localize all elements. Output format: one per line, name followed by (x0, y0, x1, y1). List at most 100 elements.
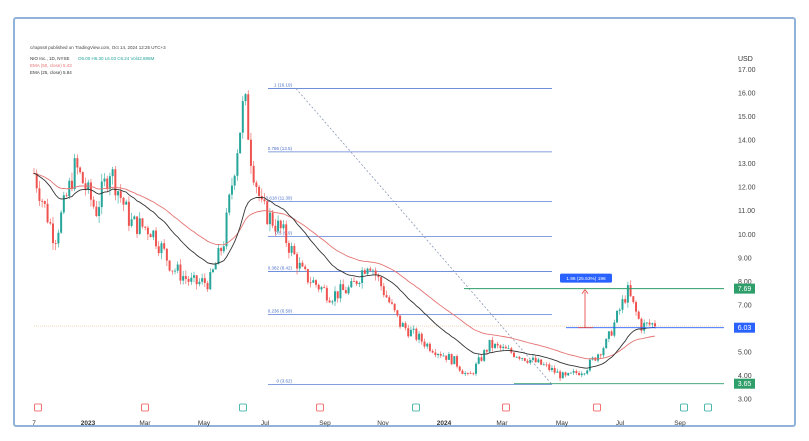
candle-body (447, 354, 450, 360)
candle-body (580, 373, 583, 376)
candle-body (309, 282, 312, 284)
y-tick-label: 10.00 (738, 232, 756, 239)
fib-level-label: 0 (3.62) (276, 378, 292, 383)
candle-body (266, 201, 269, 225)
candle-body (190, 277, 193, 282)
candle-body (236, 153, 239, 176)
fib-level-label: 1 (16.19) (274, 83, 293, 88)
earnings-event-icon (502, 403, 510, 412)
fibonacci-retracement: 1 (16.19) 0.786 (13.5) 0.618 (11.39) 0.5 (9… (34, 83, 724, 385)
candle-body (613, 322, 616, 336)
candle-body (127, 201, 130, 226)
candle-body (385, 295, 388, 298)
candle-body (84, 183, 87, 191)
price-tag-box (734, 322, 755, 333)
candle-body (529, 359, 532, 363)
candle-body (586, 370, 589, 374)
x-tick-label: Mar (496, 420, 508, 427)
price-range-measure: 1.96 (25.53%) 196 (464, 273, 724, 385)
candle-body (420, 333, 423, 342)
x-tick-label: Sep (319, 420, 331, 427)
candle-body (369, 268, 372, 271)
candle-body (645, 322, 648, 324)
candle-body (211, 269, 214, 273)
candle-body (409, 329, 412, 337)
candle-body (464, 373, 467, 375)
x-tick-label: Nov (377, 420, 389, 427)
candle-body (412, 328, 415, 330)
earnings-event-icon (680, 403, 688, 412)
candle-body (488, 339, 491, 352)
candle-body (290, 245, 293, 253)
price-tag-label: 3.65 (738, 381, 752, 388)
candle-body (396, 310, 399, 316)
ema25-line (33, 172, 656, 369)
publisher-text: c/rapss8 published on TradingView.com, O… (30, 45, 166, 50)
price-tag-label: 7.69 (738, 286, 752, 293)
candle-body (49, 222, 52, 224)
candle-body (507, 348, 510, 350)
candle-body (437, 353, 440, 356)
earnings-event-icon (34, 403, 42, 412)
candle-body (312, 280, 315, 283)
candle-body (561, 372, 564, 379)
candle-body (540, 359, 543, 365)
candle-body (198, 281, 201, 285)
candle-body (512, 352, 515, 357)
candle-body (531, 357, 534, 360)
x-tick-label: 2023 (81, 420, 96, 427)
candle-body (222, 246, 225, 252)
legend-ohlc: O6.00 H6.30 L6.03 C6.24 Vol42.886M (78, 56, 155, 61)
candle-body (654, 323, 656, 327)
candle-body (599, 354, 602, 356)
candle-body (569, 372, 572, 374)
y-tick-label: 15.00 (738, 114, 756, 121)
ema-lines (33, 172, 656, 369)
earnings-event-icon (412, 403, 420, 412)
candle-body (168, 260, 171, 271)
candle-body (537, 359, 540, 363)
candle-body (271, 212, 274, 226)
candle-body (141, 218, 144, 227)
candle-body (526, 360, 529, 363)
candle-body (160, 243, 163, 254)
candle-body (334, 291, 337, 302)
candle-body (602, 348, 605, 356)
candle-body (523, 358, 526, 361)
candle-body (564, 372, 567, 376)
candle-body (485, 350, 488, 352)
fib-level-label: 0.236 (6.59) (268, 309, 293, 314)
candle-body (494, 343, 497, 348)
candle-body (401, 323, 404, 327)
earnings-event-icon (239, 403, 247, 412)
candle-body (296, 254, 299, 269)
candle-body (293, 245, 296, 255)
candle-body (380, 277, 383, 287)
candle-body (607, 331, 610, 339)
candle-body (352, 281, 355, 282)
candle-body (371, 270, 374, 272)
candle-body (618, 309, 621, 311)
measure-label: 1.96 (25.53%) 196 (566, 276, 606, 282)
candle-body (79, 167, 82, 173)
candle-body (155, 230, 158, 247)
y-tick-label: 9.00 (738, 255, 752, 262)
legend-ema50: EMA (50, close) 5.43 (30, 63, 72, 68)
candle-body (556, 371, 559, 373)
candle-body (92, 199, 95, 207)
candle-body (358, 283, 361, 285)
price-tag-label: 6.03 (738, 325, 752, 332)
candle-body (268, 212, 271, 225)
candle-body (445, 355, 448, 360)
candle-body (521, 358, 524, 359)
candle-body (130, 219, 133, 226)
candle-body (149, 234, 152, 238)
fib-level-label: 0.382 (8.42) (268, 265, 293, 270)
candle-body (588, 359, 591, 371)
candle-body (475, 363, 478, 374)
candle-body (339, 284, 342, 299)
candle-body (629, 285, 632, 297)
candle-body (418, 333, 421, 340)
x-tick-label: Jul (616, 420, 625, 427)
candlesticks (33, 90, 656, 382)
